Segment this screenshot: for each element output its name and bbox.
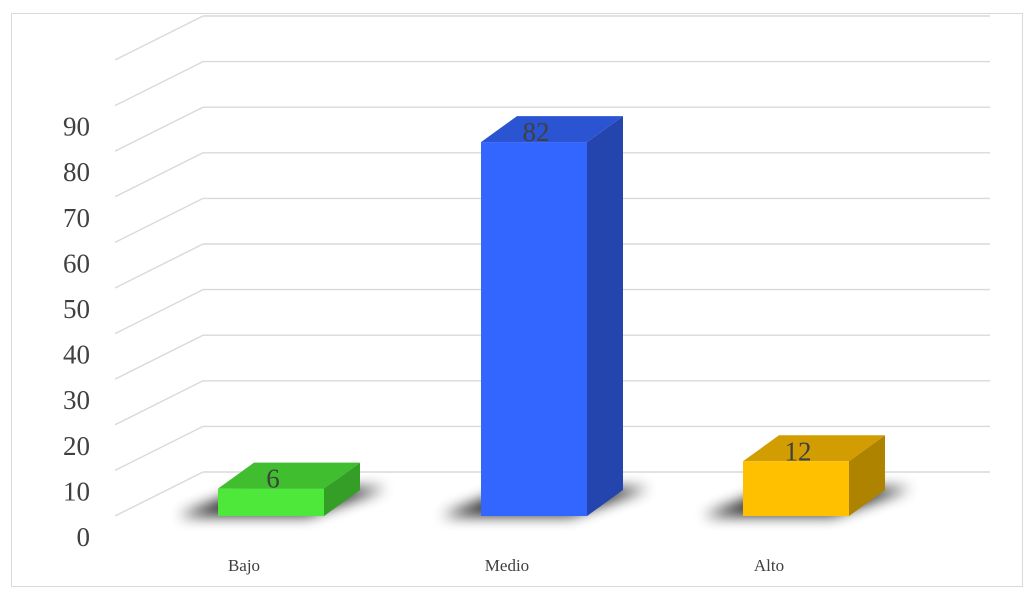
y-tick-label: 0 [77, 522, 91, 552]
y-tick-label: 10 [63, 476, 90, 506]
gridline-side [114, 60, 204, 107]
y-tick-label: 70 [63, 203, 90, 233]
data-label: 6 [266, 464, 280, 494]
y-tick-label: 60 [63, 248, 90, 278]
bar-top [743, 435, 885, 462]
gridline-side [114, 380, 204, 426]
data-label: 82 [523, 117, 550, 147]
y-tick-label: 20 [63, 431, 90, 461]
y-tick-label: 40 [63, 340, 90, 370]
y-tick-label: 30 [63, 385, 90, 415]
y-tick-label: 80 [63, 157, 90, 187]
gridline-side [114, 243, 204, 289]
gridline-side [114, 288, 204, 335]
data-label: 12 [785, 436, 812, 466]
y-axis-tick-labels: 0 10 20 30 40 50 60 70 80 90 [63, 112, 90, 552]
y-tick-label: 50 [63, 294, 90, 324]
bar [481, 142, 587, 516]
y-tick-label: 90 [63, 112, 90, 142]
bar [218, 488, 324, 516]
x-category-label: Medio [485, 556, 529, 575]
bar [743, 461, 849, 516]
bar-side [324, 462, 360, 516]
bars [218, 116, 885, 516]
x-axis-category-labels: Bajo Medio Alto [228, 556, 784, 575]
bar-side [587, 116, 623, 516]
x-category-label: Bajo [228, 556, 260, 575]
gridline-side [114, 106, 204, 152]
bar-side [849, 435, 885, 516]
bar-top [218, 462, 360, 489]
gridline-side [114, 15, 204, 61]
x-category-label: Alto [754, 556, 784, 575]
gridline-side [114, 334, 204, 380]
data-labels: 6 82 12 [266, 117, 811, 494]
gridline-side [114, 152, 204, 198]
gridline-side [114, 471, 204, 517]
bar-top [481, 116, 623, 143]
gridline-side [114, 425, 204, 472]
gridline-side [114, 197, 204, 244]
